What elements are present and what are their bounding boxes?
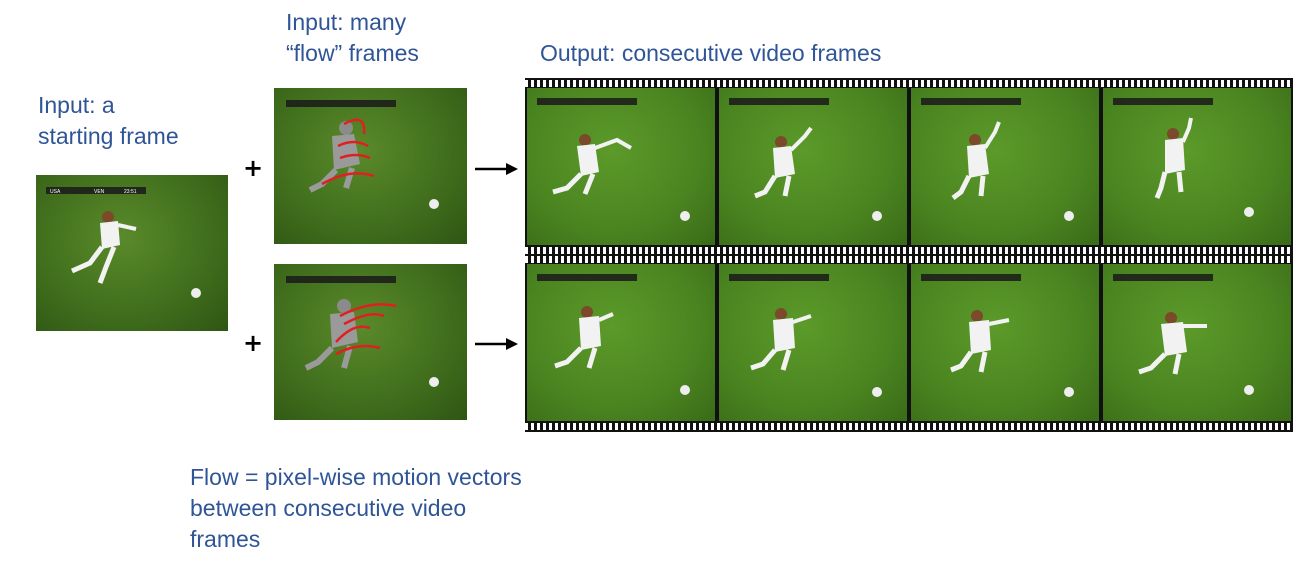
- arrow-right-top-icon: [475, 163, 518, 175]
- output-frame-1-4: [1103, 88, 1291, 245]
- svg-text:USA: USA: [50, 189, 61, 195]
- output-frame-2-1: [527, 264, 715, 421]
- output-frame-1-2: [719, 88, 907, 245]
- starting-frame-image: USA VEN 23:51: [36, 175, 228, 331]
- output-frame-1-3: [911, 88, 1099, 245]
- output-frames-label: Output: consecutive video frames: [540, 40, 882, 66]
- film-perforation-bottom: [525, 423, 1293, 430]
- flow-frame-top-image: [274, 88, 467, 244]
- svg-text:23:51: 23:51: [124, 189, 137, 195]
- flow-vectors-bottom: [286, 276, 439, 387]
- output-frame-1-1: [527, 88, 715, 245]
- flow-frame-bottom-image: [274, 264, 467, 420]
- output-frame-2-3: [911, 264, 1099, 421]
- flow-frames-label: Input: many “flow” frames: [286, 9, 419, 66]
- flow-vectors-top: [286, 100, 439, 209]
- flow-definition-text: Flow = pixel-wise motion vectors between…: [190, 464, 522, 552]
- output-frame-2-4: [1103, 264, 1291, 421]
- film-perforation-top: [525, 256, 1293, 263]
- player-figure: USA VEN 23:51: [46, 187, 201, 298]
- svg-text:VEN: VEN: [94, 189, 105, 195]
- output-frame-2-2: [719, 264, 907, 421]
- film-perforation-bottom: [525, 247, 1293, 254]
- output-filmstrip-bottom: [525, 254, 1293, 432]
- plus-sign-bottom: +: [243, 329, 264, 357]
- output-filmstrip-top: [525, 78, 1293, 256]
- arrow-right-bottom-icon: [475, 338, 518, 350]
- plus-sign-top: +: [243, 154, 264, 182]
- film-perforation-top: [525, 80, 1293, 87]
- starting-frame-label: Input: a starting frame: [38, 92, 179, 149]
